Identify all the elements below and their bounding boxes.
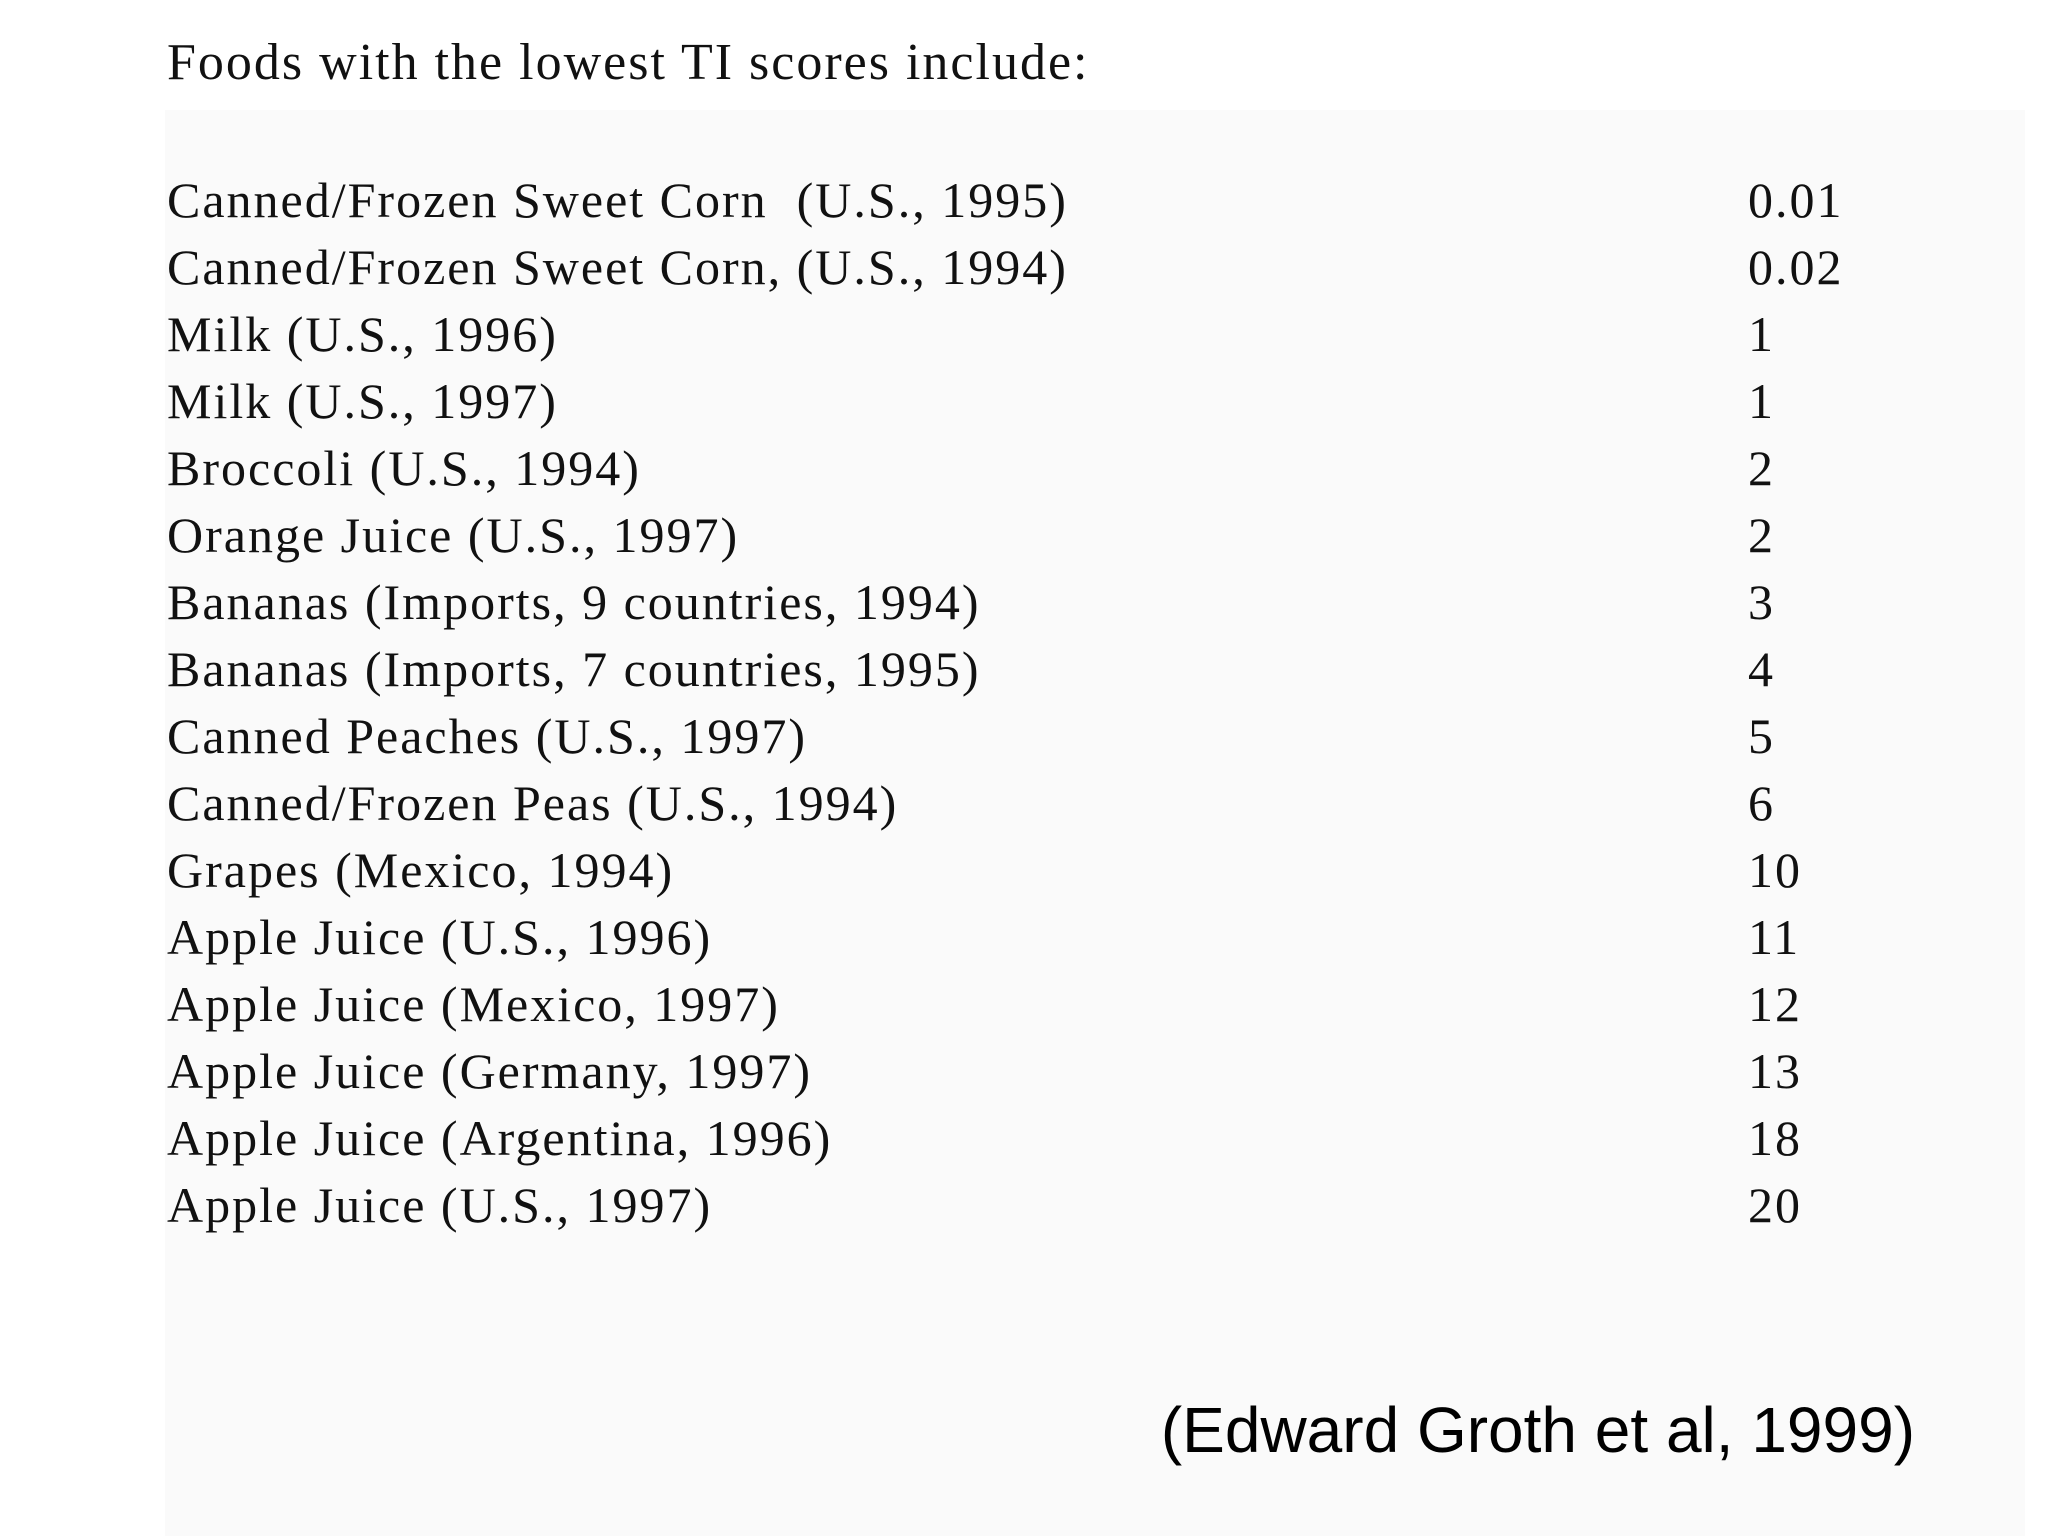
food-label: Milk (U.S., 1996) bbox=[167, 306, 558, 362]
ti-score: 5 bbox=[1748, 708, 1775, 764]
ti-score: 2 bbox=[1748, 440, 1775, 496]
food-label: Apple Juice (Mexico, 1997) bbox=[167, 976, 780, 1032]
food-label: Apple Juice (U.S., 1996) bbox=[167, 909, 713, 965]
food-label: Canned/Frozen Sweet Corn, (U.S., 1994) bbox=[167, 239, 1068, 295]
citation: (Edward Groth et al, 1999) bbox=[1160, 1394, 1915, 1466]
food-label: Apple Juice (Germany, 1997) bbox=[167, 1043, 813, 1099]
food-label: Bananas (Imports, 7 countries, 1995) bbox=[167, 641, 981, 697]
ti-score: 12 bbox=[1748, 976, 1802, 1032]
food-label: Apple Juice (Argentina, 1996) bbox=[167, 1110, 833, 1166]
ti-score: 4 bbox=[1748, 641, 1775, 697]
food-label: Grapes (Mexico, 1994) bbox=[167, 842, 675, 898]
ti-score: 3 bbox=[1748, 574, 1775, 630]
ti-score: 20 bbox=[1748, 1177, 1802, 1233]
food-label: Broccoli (U.S., 1994) bbox=[167, 440, 641, 496]
ti-score: 18 bbox=[1748, 1110, 1802, 1166]
ti-score: 0.02 bbox=[1748, 239, 1844, 295]
food-label: Canned/Frozen Peas (U.S., 1994) bbox=[167, 775, 899, 831]
ti-score: 6 bbox=[1748, 775, 1775, 831]
heading: Foods with the lowest TI scores include: bbox=[167, 34, 1090, 91]
ti-score: 10 bbox=[1748, 842, 1802, 898]
food-label: Canned Peaches (U.S., 1997) bbox=[167, 708, 807, 764]
food-label: Canned/Frozen Sweet Corn (U.S., 1995) bbox=[167, 172, 1068, 228]
food-label: Apple Juice (U.S., 1997) bbox=[167, 1177, 713, 1233]
food-label: Milk (U.S., 1997) bbox=[167, 373, 558, 429]
ti-score: 1 bbox=[1748, 373, 1775, 429]
ti-score: 2 bbox=[1748, 507, 1775, 563]
ti-score: 11 bbox=[1748, 909, 1801, 965]
food-label: Bananas (Imports, 9 countries, 1994) bbox=[167, 574, 981, 630]
food-label: Orange Juice (U.S., 1997) bbox=[167, 507, 740, 563]
ti-score: 0.01 bbox=[1748, 172, 1844, 228]
ti-score: 1 bbox=[1748, 306, 1775, 362]
background-panel bbox=[165, 110, 2025, 1536]
ti-score: 13 bbox=[1748, 1043, 1802, 1099]
